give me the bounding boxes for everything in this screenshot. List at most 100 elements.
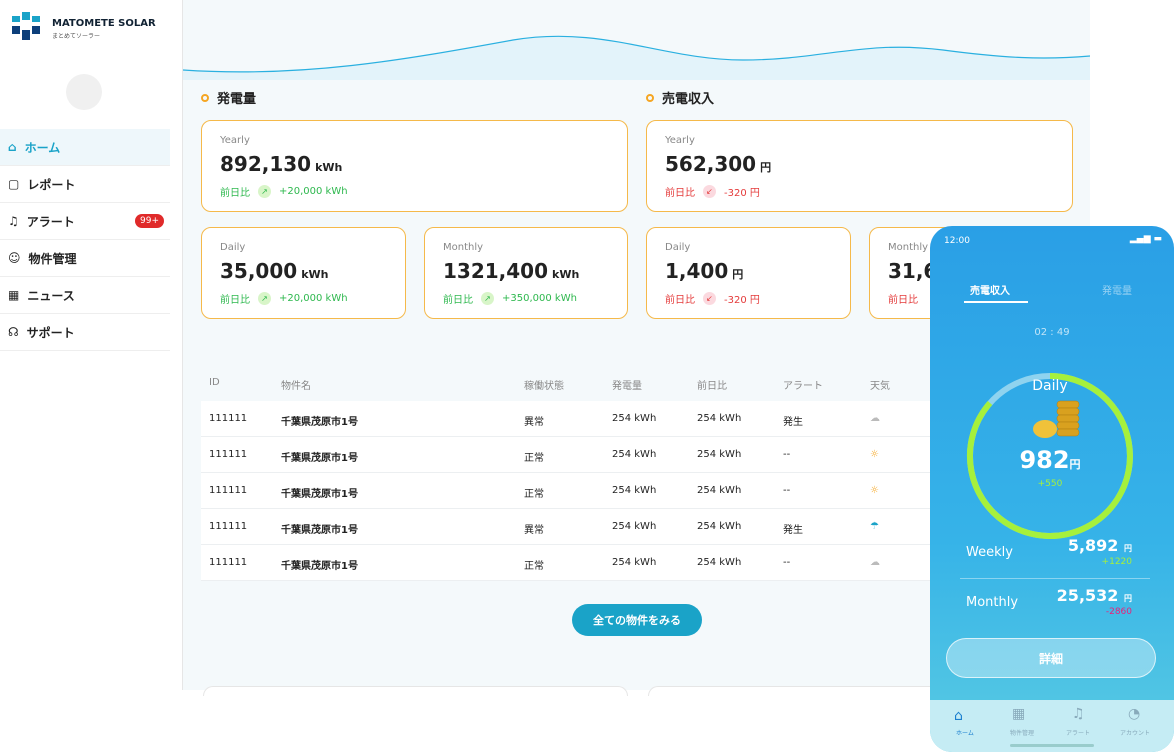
- monthly-label: Monthly: [966, 595, 1019, 610]
- column-header[interactable]: アラート: [783, 381, 823, 392]
- delta: -320 円: [724, 295, 760, 306]
- compare: 前日比: [443, 295, 473, 306]
- column-header[interactable]: 天気: [870, 381, 890, 392]
- cell: 千葉県茂原市1号: [281, 561, 358, 572]
- weather-icon: ☼: [870, 485, 879, 496]
- bottom-nav-label[interactable]: 物件管理: [1010, 730, 1035, 737]
- cell: 254 kWh: [697, 521, 742, 532]
- cell: 254 kWh: [697, 449, 742, 460]
- delta: -320 円: [724, 188, 760, 199]
- nav-item[interactable]: ▦ ニュース: [0, 277, 170, 314]
- table-row[interactable]: 111111 千葉県茂原市1号 正常 254 kWh 254 kWh -- ☼: [201, 437, 931, 473]
- column-header[interactable]: 前日比: [697, 381, 727, 392]
- wave: [183, 35, 1090, 80]
- period: Yearly: [665, 135, 695, 146]
- value: 35,000: [220, 259, 298, 283]
- cell: 発生: [783, 417, 803, 428]
- stat-card: Yearly 562,300 円 前日比 ↙ -320 円: [646, 120, 1073, 212]
- daily-value: 982円: [1019, 446, 1081, 474]
- cell: 異常: [524, 525, 544, 536]
- section-title: 売電収入: [646, 88, 714, 107]
- cell: 254 kWh: [612, 449, 657, 460]
- nav-label: レポート: [27, 177, 76, 192]
- delta: +20,000 kWh: [279, 186, 348, 197]
- card-edge: [203, 686, 628, 696]
- compare: 前日比: [665, 295, 695, 306]
- cell: 正常: [524, 561, 544, 572]
- sidebar: MATOMETE SOLAR まとめてソーラー ⌂ ホーム ▢ レポート ♫ アラート…: [0, 0, 183, 690]
- monthly-value: 25,532 円: [1056, 586, 1132, 605]
- daily-label: Daily: [1032, 378, 1068, 394]
- period: Yearly: [220, 135, 250, 146]
- cell: 111111: [209, 521, 248, 532]
- cell: 254 kWh: [697, 557, 742, 568]
- delta: +350,000 kWh: [502, 293, 577, 304]
- tab[interactable]: 発電量: [1102, 286, 1132, 297]
- nav-label: アラート: [26, 214, 75, 229]
- compare: 前日比: [665, 188, 695, 199]
- stat-card: Daily 35,000 kWh 前日比 ↗ +20,000 kWh: [201, 227, 406, 319]
- title: 売電収入: [662, 92, 715, 107]
- cell: 千葉県茂原市1号: [281, 417, 358, 428]
- compare: 前日比: [888, 295, 918, 306]
- weekly-value: 5,892 円: [1067, 536, 1132, 555]
- cell: 発生: [783, 525, 803, 536]
- view-all-button[interactable]: 全ての物件をみる: [572, 604, 702, 636]
- section-title: 発電量: [201, 88, 256, 107]
- nav-label: サポート: [26, 325, 75, 340]
- value: 1,400: [665, 259, 729, 283]
- logo: [12, 12, 40, 40]
- table-row[interactable]: 111111 千葉県茂原市1号 異常 254 kWh 254 kWh 発生 ☁: [201, 401, 931, 437]
- nav-item[interactable]: ▢ レポート: [0, 166, 170, 203]
- period: Daily: [220, 242, 246, 253]
- nav-label: ニュース: [27, 288, 75, 303]
- avatar[interactable]: [66, 74, 102, 110]
- ring: [966, 373, 1133, 539]
- bottom-nav: ⌂ ホーム ▦ 物件管理 ♫ アラート ◔ アカウント: [930, 700, 1174, 752]
- unit: kWh: [301, 268, 329, 281]
- weather-icon: ☁: [870, 557, 880, 568]
- detail-button[interactable]: 詳細: [946, 638, 1156, 678]
- stat-card: Monthly 1321,400 kWh 前日比 ↗ +350,000 kWh: [424, 227, 628, 319]
- cell: 111111: [209, 557, 248, 568]
- column-header: 物件名: [281, 381, 311, 392]
- value: 562,300: [665, 152, 757, 176]
- weather-icon: ☂: [870, 521, 879, 532]
- nav-item[interactable]: ☺ 物件管理: [0, 240, 170, 277]
- stat-card: Yearly 892,130 kWh 前日比 ↗ +20,000 kWh: [201, 120, 628, 212]
- cell: 正常: [524, 489, 544, 500]
- nav-item[interactable]: ☊ サポート: [0, 314, 170, 351]
- compare: 前日比: [220, 295, 250, 306]
- stat-card: Daily 1,400 円 前日比 ↙ -320 円: [646, 227, 851, 319]
- bottom-nav-label[interactable]: アカウント: [1120, 730, 1151, 737]
- tab[interactable]: 売電収入: [970, 286, 1010, 297]
- cell: 254 kWh: [612, 413, 657, 424]
- table-row[interactable]: 111111 千葉県茂原市1号 異常 254 kWh 254 kWh 発生 ☂: [201, 509, 931, 545]
- weekly-label: Weekly: [966, 545, 1013, 560]
- weather-icon: ☼: [870, 449, 879, 460]
- nav-item[interactable]: ⌂ ホーム: [0, 129, 170, 166]
- bottom-nav-label[interactable]: アラート: [1066, 730, 1091, 737]
- cell: 千葉県茂原市1号: [281, 525, 358, 536]
- cell: 111111: [209, 413, 248, 424]
- timer: 02 : 49: [1034, 327, 1070, 338]
- cell: 254 kWh: [612, 521, 657, 532]
- daily-delta: +550: [1037, 479, 1063, 489]
- status-icons: ▂▄▆ ▬: [1129, 234, 1162, 244]
- value: 892,130: [220, 152, 312, 176]
- cell: 254 kWh: [697, 413, 742, 424]
- period: Monthly: [443, 242, 484, 253]
- column-header[interactable]: 発電量: [612, 381, 642, 392]
- table-row[interactable]: 111111 千葉県茂原市1号 正常 254 kWh 254 kWh -- ☼: [201, 473, 931, 509]
- column-header[interactable]: 稼働状態: [524, 381, 564, 392]
- unit: 円: [760, 161, 772, 174]
- home-indicator: [1010, 744, 1094, 747]
- table-row[interactable]: 111111 千葉県茂原市1号 正常 254 kWh 254 kWh -- ☁: [201, 545, 931, 581]
- brand-sub: まとめてソーラー: [52, 33, 101, 40]
- nav-item[interactable]: ♫ アラート 99+: [0, 203, 170, 240]
- tab-indicator: [964, 301, 1028, 303]
- bottom-nav-label[interactable]: ホーム: [956, 730, 974, 737]
- badge: 99+: [135, 214, 164, 228]
- nav-label: 物件管理: [28, 251, 77, 266]
